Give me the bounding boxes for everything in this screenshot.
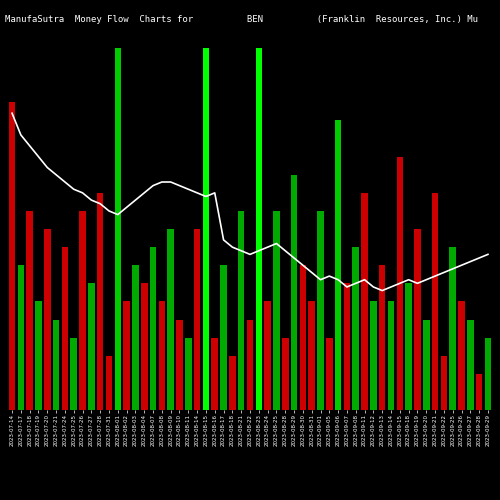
Bar — [467, 320, 473, 410]
Bar — [432, 193, 438, 410]
Text: ManufaSutra  Money Flow  Charts for          BEN          (Franklin  Resources, : ManufaSutra Money Flow Charts for BEN (F… — [5, 15, 478, 24]
Bar — [185, 338, 192, 410]
Bar — [300, 265, 306, 410]
Bar — [114, 48, 121, 410]
Bar — [264, 302, 271, 410]
Bar — [53, 320, 60, 410]
Bar — [106, 356, 112, 410]
Bar — [370, 302, 376, 410]
Bar — [406, 284, 412, 410]
Bar — [220, 265, 227, 410]
Bar — [335, 120, 342, 410]
Bar — [124, 302, 130, 410]
Bar — [379, 265, 386, 410]
Bar — [26, 211, 33, 410]
Bar — [352, 247, 359, 410]
Bar — [212, 338, 218, 410]
Bar — [458, 302, 465, 410]
Bar — [35, 302, 42, 410]
Bar — [423, 320, 430, 410]
Bar — [440, 356, 447, 410]
Bar — [194, 229, 200, 410]
Bar — [344, 284, 350, 410]
Bar — [273, 211, 280, 410]
Bar — [317, 211, 324, 410]
Bar — [141, 284, 148, 410]
Bar — [158, 302, 165, 410]
Bar — [450, 247, 456, 410]
Bar — [308, 302, 315, 410]
Bar — [132, 265, 138, 410]
Bar — [396, 156, 403, 410]
Bar — [326, 338, 332, 410]
Bar — [97, 193, 103, 410]
Bar — [62, 247, 68, 410]
Bar — [70, 338, 77, 410]
Bar — [246, 320, 254, 410]
Bar — [44, 229, 51, 410]
Bar — [88, 284, 94, 410]
Bar — [229, 356, 235, 410]
Bar — [8, 102, 16, 410]
Bar — [18, 265, 24, 410]
Bar — [291, 175, 298, 410]
Bar — [168, 229, 174, 410]
Bar — [362, 193, 368, 410]
Bar — [176, 320, 183, 410]
Bar — [202, 48, 209, 410]
Bar — [414, 229, 421, 410]
Bar — [238, 211, 244, 410]
Bar — [388, 302, 394, 410]
Bar — [476, 374, 482, 410]
Bar — [484, 338, 492, 410]
Bar — [256, 48, 262, 410]
Bar — [79, 211, 86, 410]
Bar — [282, 338, 288, 410]
Bar — [150, 247, 156, 410]
